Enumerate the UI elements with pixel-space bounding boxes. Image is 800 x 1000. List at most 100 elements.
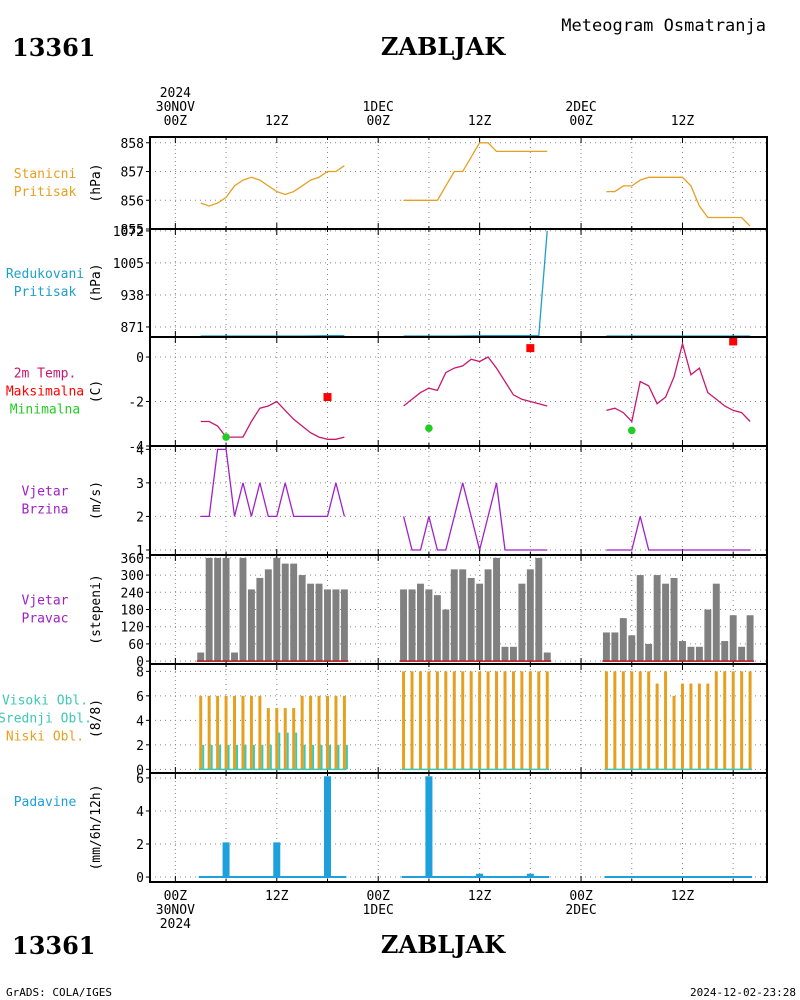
low-cloud-bar (309, 695, 313, 770)
series-line (403, 230, 548, 337)
y-tick-label: 0 (136, 871, 144, 886)
tmin-marker (425, 424, 433, 433)
precip-bar (526, 873, 534, 878)
high-cloud-bar (236, 744, 239, 770)
y-axis-label: (m/s) (89, 481, 104, 520)
wind-direction-bar (484, 569, 492, 662)
low-cloud-bar (638, 671, 642, 770)
low-cloud-bar (528, 671, 532, 770)
y-tick-label: 8 (136, 665, 144, 680)
precip-bar (476, 873, 484, 878)
tmin-marker (222, 433, 230, 441)
variable-label: Padavine (14, 795, 77, 810)
tmax-marker (526, 344, 535, 353)
tmax-marker (323, 393, 332, 402)
panel-frame (149, 136, 768, 230)
y-tick-label: 2 (136, 838, 144, 853)
y-tick-label: 0 (136, 655, 144, 670)
tmax-marker (729, 337, 738, 346)
low-cloud-bar (486, 671, 490, 770)
panel-frame (149, 228, 768, 338)
variable-label: Stanicni (14, 167, 77, 182)
top-time-label: 30NOV (156, 100, 195, 115)
wind-direction-bar (450, 569, 458, 662)
top-time-label: 1DEC (363, 100, 394, 115)
variable-label: Vjetar (22, 485, 69, 500)
wind-direction-bar (721, 641, 729, 662)
variable-label: Pritisak (14, 185, 77, 200)
y-tick-label: 855 (121, 223, 144, 238)
wind-direction-bar (256, 577, 264, 662)
low-cloud-bar (444, 671, 448, 770)
variable-label: Pravac (22, 612, 69, 627)
station-id-top: 13361 (12, 33, 96, 62)
low-cloud-bar (697, 683, 701, 770)
wind-direction-bar (340, 589, 348, 662)
wind-direction-bar (518, 583, 526, 662)
wind-direction-bar (222, 557, 230, 662)
y-tick-label: 60 (128, 638, 144, 653)
low-cloud-bar (224, 695, 228, 770)
panel-wind-direction: 0 60 120 180 240 300 360 (stepeni) Vjetar Pravac (22, 552, 768, 670)
series-line (200, 448, 346, 518)
high-cloud-bar (328, 744, 331, 770)
wind-direction-bar (670, 577, 678, 662)
tmin-marker (627, 426, 636, 435)
wind-direction-bar (662, 583, 670, 662)
wind-direction-bar (417, 583, 424, 662)
low-cloud-bar (714, 671, 718, 770)
variable-label: Niski Obl. (6, 730, 84, 745)
low-cloud-bar (292, 708, 296, 770)
series-line (402, 482, 548, 551)
series-line (606, 176, 751, 227)
top-time-label: 12Z (468, 114, 492, 129)
timestamp-text: 2024-12-02-23:28 (690, 986, 796, 999)
bottom-time-label: 30NOV (156, 903, 195, 918)
y-tick-label: 1 (136, 544, 144, 559)
y-tick-label: 938 (121, 289, 144, 304)
low-cloud-bar (545, 671, 549, 770)
low-cloud-bar (410, 671, 414, 770)
high-cloud-bar (210, 744, 213, 770)
station-id-bottom: 13361 (12, 931, 96, 960)
wind-direction-bar (467, 577, 475, 662)
low-cloud-bar (680, 683, 684, 770)
wind-direction-bar (214, 557, 222, 662)
series-line (200, 165, 345, 207)
low-cloud-bar (511, 671, 515, 770)
low-cloud-bar (647, 671, 651, 770)
wind-direction-bar (543, 652, 551, 662)
variable-label: 2m Temp. (14, 367, 77, 382)
wind-direction-bar (645, 643, 653, 662)
bottom-time-label: 00Z (164, 889, 188, 904)
y-tick-label: 240 (121, 586, 144, 601)
low-cloud-bar (258, 695, 262, 770)
low-cloud-bar (342, 695, 346, 770)
y-tick-label: 1005 (113, 257, 144, 272)
y-tick-label: 0 (136, 763, 144, 778)
low-cloud-bar (300, 695, 304, 770)
wind-direction-bar (281, 563, 289, 662)
y-tick-label: 6 (136, 690, 144, 705)
top-time-label: 12Z (671, 114, 695, 129)
wind-direction-bar (704, 609, 712, 662)
bottom-time-label: 2024 (160, 917, 191, 932)
high-cloud-bar (269, 744, 272, 770)
variable-label: Brzina (22, 503, 69, 518)
y-tick-label: 180 (121, 604, 144, 619)
low-cloud-bar (334, 695, 338, 770)
low-cloud-bar (723, 671, 727, 770)
low-cloud-bar (478, 671, 482, 770)
wind-direction-bar (231, 652, 238, 662)
wind-direction-bar (239, 557, 247, 662)
wind-direction-bar (526, 569, 534, 662)
precip-bar (273, 842, 281, 878)
high-cloud-bar (312, 744, 315, 770)
low-cloud-bar (731, 671, 735, 770)
low-cloud-bar (241, 695, 245, 770)
high-cloud-bar (252, 744, 255, 770)
top-time-label: 2024 (160, 86, 191, 101)
y-tick-label: 1072 (113, 225, 144, 240)
top-time-label: 00Z (164, 114, 188, 129)
top-time-label: 2DEC (565, 100, 596, 115)
